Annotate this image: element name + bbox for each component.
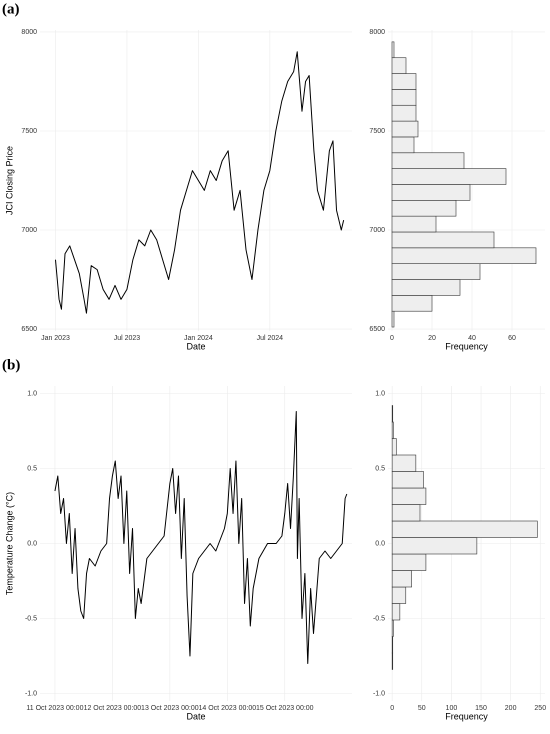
x-tick-label: 250: [534, 705, 546, 712]
histogram-bar: [391, 200, 457, 217]
y-axis-title: JCI Closing Price: [4, 146, 14, 215]
histogram-bar: [391, 570, 412, 588]
x-tick-label: 13 Oct 2023 00:00: [141, 705, 199, 712]
x-tick-label: Jul 2023: [114, 335, 141, 342]
x-tick-label: 0: [390, 335, 394, 342]
x-tick-label: Jan 2024: [184, 335, 213, 342]
histogram-bar: [391, 295, 433, 312]
panel-label: (b): [2, 357, 20, 373]
histogram-bar: [391, 520, 538, 538]
histogram-bar: [391, 405, 394, 423]
y-tick-label: 8000: [369, 29, 385, 36]
y-tick-label: 7500: [369, 128, 385, 135]
price-line: [54, 411, 348, 664]
histogram-bar: [391, 636, 394, 654]
histogram-bar: [391, 603, 401, 621]
x-tick-label: Jul 2024: [257, 335, 284, 342]
histogram-bar: [391, 504, 421, 522]
x-tick-label: 12 Oct 2023 00:00: [84, 705, 142, 712]
histogram-bar: [391, 438, 397, 456]
histogram-bar: [391, 136, 415, 154]
x-axis-title: Frequency: [445, 341, 488, 351]
histogram-bar: [391, 120, 419, 138]
x-tick-label: 60: [508, 335, 516, 342]
y-tick-label: 1.0: [375, 390, 385, 397]
x-tick-label: 150: [475, 705, 487, 712]
y-tick-label: 0.0: [375, 540, 385, 547]
histogram-bar: [391, 553, 427, 571]
x-tick-label: 100: [446, 705, 458, 712]
panel-label: (a): [2, 1, 20, 17]
histogram-bar: [391, 537, 478, 555]
histogram-bar: [391, 73, 417, 90]
y-tick-label: -1.0: [25, 690, 37, 697]
histogram-bar: [391, 215, 437, 233]
histogram-bar: [391, 619, 394, 637]
histogram-bar: [391, 41, 395, 59]
histogram-bar: [391, 471, 424, 489]
histogram-bar: [391, 454, 417, 472]
y-tick-label: 0.0: [27, 540, 37, 547]
histogram-bar: [391, 310, 395, 328]
x-tick-label: 200: [505, 705, 517, 712]
y-tick-label: 8000: [21, 29, 37, 36]
x-axis-title: Date: [186, 341, 205, 351]
histogram-bar: [391, 279, 461, 296]
histogram-bar: [391, 104, 417, 122]
histogram-bar: [391, 487, 427, 505]
x-tick-label: 11 Oct 2023 00:00: [26, 705, 83, 712]
x-tick-label: 0: [390, 705, 394, 712]
x-tick-label: 20: [428, 335, 436, 342]
y-axis-title: Temperature Change (°C): [4, 492, 14, 595]
y-tick-label: 1.0: [27, 390, 37, 397]
y-tick-label: 7000: [21, 227, 37, 234]
x-axis-title: Frequency: [445, 711, 488, 721]
x-axis-title: Date: [186, 711, 205, 721]
histogram-bar: [391, 231, 495, 249]
histogram-bar: [391, 184, 471, 201]
x-tick-label: 40: [468, 335, 476, 342]
y-tick-label: 0.5: [375, 465, 385, 472]
y-tick-label: 7000: [369, 227, 385, 234]
y-tick-label: 6500: [369, 326, 385, 333]
histogram-bar: [391, 263, 481, 280]
y-tick-label: -1.0: [373, 690, 385, 697]
y-tick-label: -0.5: [373, 615, 385, 622]
histogram-bar: [391, 152, 465, 169]
y-tick-label: 0.5: [27, 465, 37, 472]
y-tick-label: 7500: [21, 128, 37, 135]
histogram-bar: [391, 57, 407, 74]
y-tick-label: -0.5: [25, 615, 37, 622]
histogram-bar: [391, 168, 507, 185]
price-line: [54, 51, 345, 314]
histogram-bar: [391, 247, 537, 264]
histogram-bar: [391, 421, 394, 439]
histogram-bar: [391, 586, 407, 604]
y-tick-label: 6500: [21, 326, 37, 333]
histogram-bar: [391, 89, 417, 106]
x-tick-label: 14 Oct 2023 00:00: [199, 705, 257, 712]
x-tick-label: 50: [418, 705, 426, 712]
x-tick-label: Jan 2023: [41, 335, 70, 342]
x-tick-label: 15 Oct 2023 00:00: [256, 705, 314, 712]
histogram-bar: [391, 652, 394, 670]
